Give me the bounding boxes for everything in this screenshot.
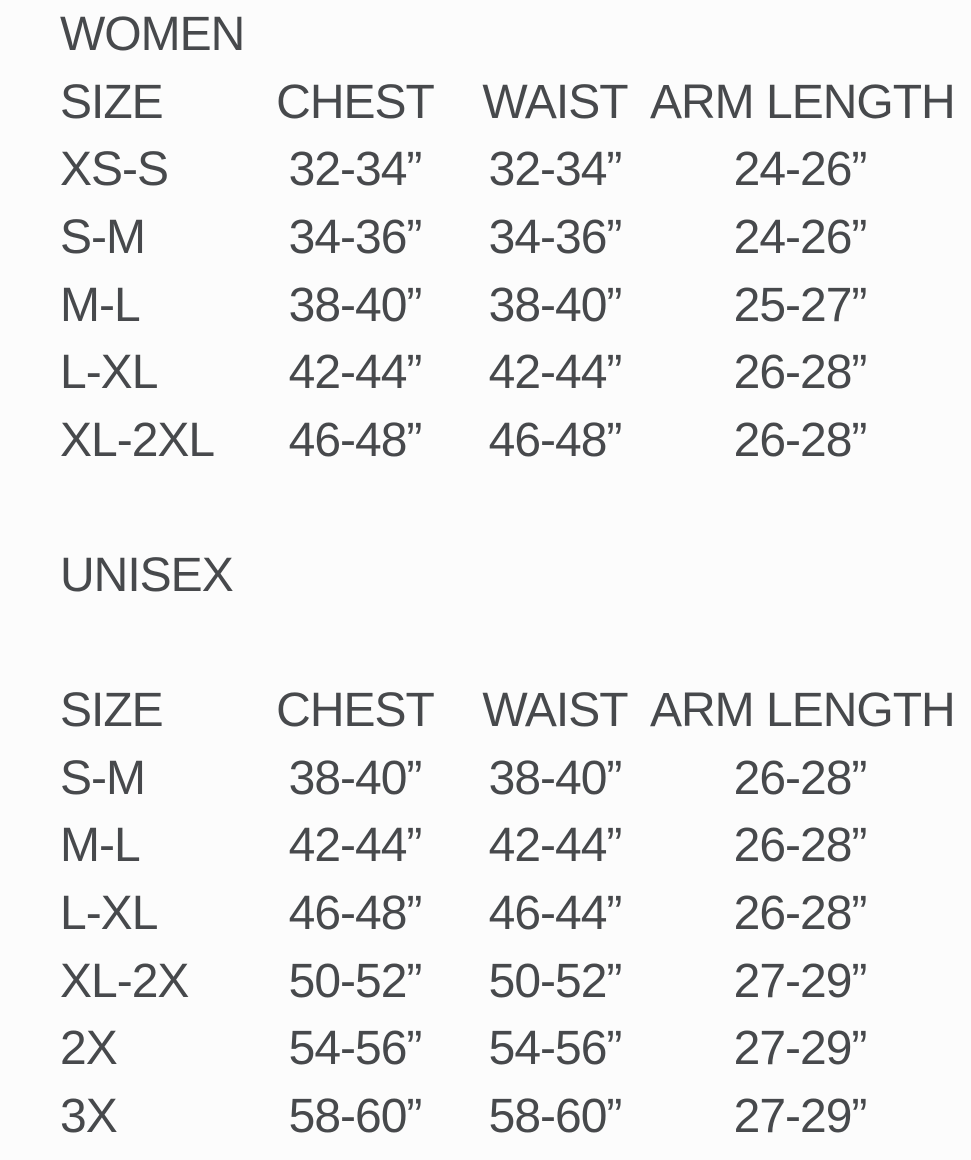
table-row: L-XL 42-44” 42-44” 26-28”: [60, 339, 971, 407]
waist-cell: 46-44”: [488, 887, 623, 941]
col-header-waist: WAIST: [482, 684, 628, 738]
section-title-unisex: UNISEX: [60, 549, 234, 603]
unisex-header-row: SIZE CHEST WAIST ARM LENGTH: [60, 677, 971, 745]
table-row: S-M 38-40” 38-40” 26-28”: [60, 745, 971, 813]
table-row: 3X 58-60” 58-60” 27-29”: [60, 1083, 971, 1151]
chest-cell: 42-44”: [288, 819, 423, 873]
waist-cell: 38-40”: [488, 278, 623, 332]
chest-cell: 42-44”: [288, 346, 423, 400]
col-header-waist: WAIST: [482, 75, 628, 129]
chest-cell: 34-36”: [288, 211, 423, 265]
table-row: XS-S 32-34” 32-34” 24-26”: [60, 136, 971, 204]
section-unisex: UNISEX: [60, 542, 971, 610]
women-header-row: SIZE CHEST WAIST ARM LENGTH: [60, 69, 971, 137]
chest-cell: 58-60”: [288, 1089, 423, 1143]
chest-cell: 46-48”: [288, 887, 423, 941]
table-row: 2X 54-56” 54-56” 27-29”: [60, 1015, 971, 1083]
arm-length-cell: 24-26”: [733, 143, 868, 197]
waist-cell: 58-60”: [488, 1089, 623, 1143]
arm-length-cell: 26-28”: [733, 887, 868, 941]
table-row: L-XL 46-48” 46-44” 26-28”: [60, 880, 971, 948]
waist-cell: 42-44”: [488, 819, 623, 873]
waist-cell: 54-56”: [488, 1022, 623, 1076]
table-row: XL-2X 50-52” 50-52” 27-29”: [60, 947, 971, 1015]
section-gap: [60, 609, 971, 677]
col-header-arm-length: ARM LENGTH: [650, 684, 956, 738]
arm-length-cell: 26-28”: [733, 346, 868, 400]
chest-cell: 54-56”: [288, 1022, 423, 1076]
size-cell: S-M: [60, 751, 146, 805]
arm-length-cell: 26-28”: [733, 819, 868, 873]
arm-length-cell: 26-28”: [733, 751, 868, 805]
table-row: M-L 38-40” 38-40” 25-27”: [60, 271, 971, 339]
col-header-size: SIZE: [60, 684, 164, 738]
size-cell: 2X: [60, 1022, 118, 1076]
chest-cell: 38-40”: [288, 751, 423, 805]
chest-cell: 50-52”: [288, 954, 423, 1008]
waist-cell: 42-44”: [488, 346, 623, 400]
col-header-chest: CHEST: [276, 684, 435, 738]
arm-length-cell: 26-28”: [733, 413, 868, 467]
size-cell: 3X: [60, 1089, 118, 1143]
col-header-arm-length: ARM LENGTH: [650, 75, 956, 129]
size-cell: XL-2X: [60, 954, 189, 1008]
waist-cell: 50-52”: [488, 954, 623, 1008]
section-title-women: WOMEN: [60, 8, 245, 62]
section-women: WOMEN: [60, 1, 971, 69]
waist-cell: 38-40”: [488, 751, 623, 805]
table-row: M-L 42-44” 42-44” 26-28”: [60, 812, 971, 880]
size-cell: L-XL: [60, 346, 158, 400]
table-row: S-M 34-36” 34-36” 24-26”: [60, 204, 971, 272]
size-cell: XS-S: [60, 143, 169, 197]
arm-length-cell: 25-27”: [733, 278, 868, 332]
chest-cell: 46-48”: [288, 413, 423, 467]
arm-length-cell: 24-26”: [733, 211, 868, 265]
col-header-chest: CHEST: [276, 75, 435, 129]
arm-length-cell: 27-29”: [733, 954, 868, 1008]
chest-cell: 32-34”: [288, 143, 423, 197]
waist-cell: 34-36”: [488, 211, 623, 265]
arm-length-cell: 27-29”: [733, 1022, 868, 1076]
size-cell: M-L: [60, 278, 141, 332]
size-cell: XL-2XL: [60, 413, 215, 467]
size-cell: L-XL: [60, 887, 158, 941]
table-row: XL-2XL 46-48” 46-48” 26-28”: [60, 407, 971, 475]
waist-cell: 46-48”: [488, 413, 623, 467]
col-header-size: SIZE: [60, 75, 164, 129]
arm-length-cell: 27-29”: [733, 1089, 868, 1143]
size-cell: S-M: [60, 211, 146, 265]
size-cell: M-L: [60, 819, 141, 873]
chest-cell: 38-40”: [288, 278, 423, 332]
waist-cell: 32-34”: [488, 143, 623, 197]
section-gap: [60, 474, 971, 542]
